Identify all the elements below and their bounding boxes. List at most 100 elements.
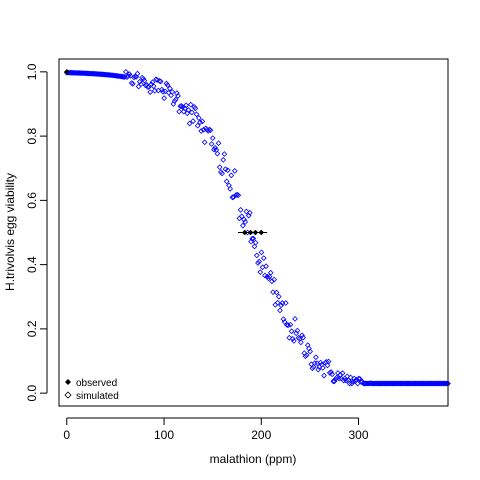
simulated-point bbox=[160, 88, 166, 95]
simulated-point bbox=[235, 192, 242, 199]
y-tick-label: 0.4 bbox=[25, 256, 39, 273]
simulated-point bbox=[134, 70, 141, 77]
simulated-point bbox=[224, 167, 231, 174]
simulated-point bbox=[241, 216, 247, 223]
simulated-point bbox=[169, 89, 176, 95]
simulated-point bbox=[120, 73, 127, 80]
simulated-point bbox=[199, 118, 206, 125]
simulated-point bbox=[96, 71, 103, 77]
simulated-point bbox=[251, 243, 258, 250]
simulated-point bbox=[328, 369, 334, 375]
plot-frame bbox=[58, 58, 449, 407]
simulated-point bbox=[340, 377, 347, 384]
simulated-point bbox=[196, 115, 202, 121]
simulated-point bbox=[355, 375, 362, 382]
simulated-point bbox=[147, 89, 154, 95]
simulated-point bbox=[234, 191, 240, 198]
simulated-point bbox=[287, 321, 294, 328]
simulated-point bbox=[291, 338, 297, 344]
simulated-point bbox=[88, 70, 94, 77]
legend: observed simulated bbox=[64, 378, 119, 402]
simulated-point bbox=[303, 352, 310, 358]
simulated-point bbox=[190, 118, 196, 125]
simulated-point bbox=[175, 93, 181, 99]
simulated-point bbox=[281, 319, 288, 325]
simulated-point bbox=[324, 362, 331, 369]
x-axis: 0 100 200 300 bbox=[63, 417, 369, 442]
simulated-point bbox=[220, 157, 227, 163]
simulated-point bbox=[145, 84, 151, 90]
simulated-point bbox=[85, 70, 92, 77]
simulated-point bbox=[187, 101, 194, 108]
simulated-point bbox=[294, 327, 301, 334]
simulated-point bbox=[136, 78, 143, 85]
simulated-point bbox=[95, 71, 101, 77]
simulated-point bbox=[329, 371, 335, 378]
simulated-point bbox=[212, 144, 218, 151]
simulated-point bbox=[317, 359, 324, 366]
simulated-point bbox=[274, 299, 281, 306]
simulated-point bbox=[299, 332, 305, 339]
simulated-point bbox=[256, 258, 262, 265]
simulated-point bbox=[347, 374, 354, 381]
simulated-point bbox=[123, 68, 129, 75]
simulated-point bbox=[125, 73, 132, 79]
simulated-point bbox=[150, 83, 157, 90]
simulated-point bbox=[180, 108, 187, 115]
y-tick-label: 0.8 bbox=[25, 127, 39, 144]
simulated-point bbox=[255, 260, 261, 266]
simulated-point bbox=[192, 105, 199, 112]
simulated-point bbox=[302, 353, 309, 360]
simulated-point bbox=[442, 380, 449, 387]
x-tick-label: 0 bbox=[63, 428, 70, 442]
simulated-point bbox=[82, 70, 89, 77]
legend-marker-simulated bbox=[64, 391, 72, 399]
simulated-point bbox=[270, 289, 276, 296]
simulated-point bbox=[271, 276, 278, 283]
simulated-point bbox=[132, 73, 139, 80]
simulated-point bbox=[157, 78, 164, 85]
simulated-point bbox=[231, 168, 238, 174]
simulated-point bbox=[265, 275, 272, 282]
simulated-point bbox=[171, 98, 178, 104]
simulated-point bbox=[183, 102, 189, 109]
simulated-point bbox=[277, 307, 283, 314]
simulated-point bbox=[185, 107, 192, 113]
y-tick-label: 0.6 bbox=[25, 192, 39, 209]
x-axis-label: malathion (ppm) bbox=[210, 452, 297, 466]
y-axis: 0.0 0.2 0.4 0.6 0.8 1.0 bbox=[25, 63, 48, 401]
simulated-point bbox=[209, 135, 216, 142]
y-tick-label: 0.2 bbox=[25, 320, 39, 337]
simulated-point bbox=[219, 170, 225, 177]
simulated-point bbox=[249, 235, 256, 242]
simulated-point bbox=[309, 365, 316, 372]
simulated-point bbox=[129, 80, 136, 87]
simulated-point bbox=[194, 122, 201, 129]
simulated-point bbox=[186, 120, 193, 127]
simulated-point bbox=[325, 358, 332, 365]
simulated-point bbox=[300, 334, 307, 341]
simulated-point bbox=[240, 222, 246, 229]
simulated-point bbox=[189, 109, 195, 116]
y-axis-label: H.trivolvis egg viability bbox=[3, 173, 17, 291]
simulated-point bbox=[81, 70, 88, 77]
simulated-point bbox=[215, 140, 222, 147]
observed-point bbox=[63, 69, 70, 75]
simulated-point bbox=[201, 139, 208, 146]
simulated-point bbox=[90, 70, 97, 77]
simulated-point bbox=[228, 172, 235, 179]
simulated-point bbox=[161, 95, 167, 101]
simulated-point bbox=[84, 70, 91, 77]
legend-marker-observed bbox=[65, 379, 71, 385]
simulated-point bbox=[172, 96, 179, 103]
simulated-point bbox=[282, 300, 289, 306]
simulated-point bbox=[87, 70, 93, 77]
simulated-point bbox=[168, 92, 174, 99]
simulated-point bbox=[252, 239, 259, 246]
simulated-point bbox=[319, 365, 326, 371]
simulated-point bbox=[237, 207, 244, 213]
simulated-point bbox=[126, 71, 133, 77]
simulated-point bbox=[267, 269, 274, 276]
simulated-point bbox=[207, 127, 214, 134]
simulated-point bbox=[158, 86, 165, 93]
